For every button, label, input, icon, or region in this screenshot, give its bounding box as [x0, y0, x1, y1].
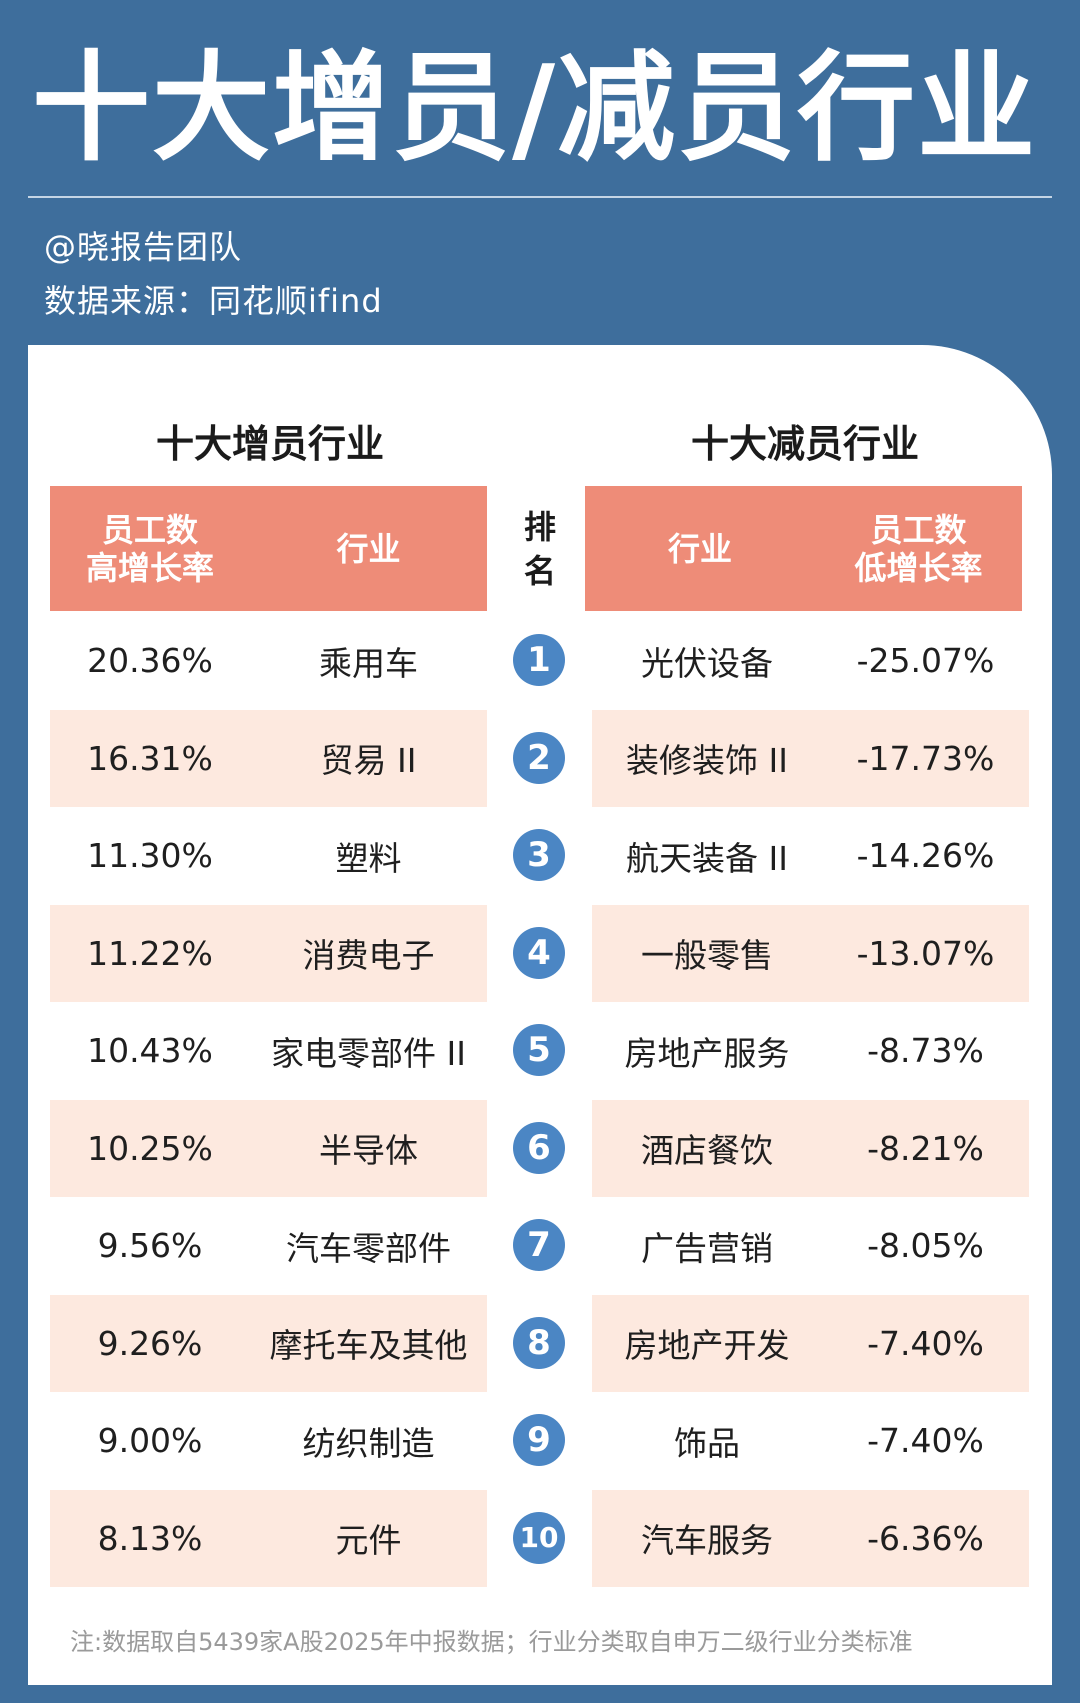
row-background-right — [592, 1489, 1029, 1587]
increase-rate-cell: 11.22% — [87, 933, 213, 973]
decrease-industry-cell: 饰品 — [674, 1423, 740, 1463]
increase-industry-cell: 元件 — [335, 1521, 402, 1560]
increase-industry-cell: 乘用车 — [319, 643, 418, 683]
row-background-left — [50, 1099, 487, 1197]
rank-header-line: 排 — [523, 508, 556, 546]
header-low-growth-rate: 员工数 低增长率 — [815, 486, 1022, 611]
table-row: 10.43% 家电零部件 II 房地产服务 -8.73% 5 — [0, 1002, 1080, 1099]
rank-badge: 10 — [513, 1511, 565, 1564]
row-background-left — [50, 1294, 487, 1392]
title-divider — [28, 196, 1052, 198]
decrease-table-header: 行业 员工数 低增长率 — [585, 486, 1022, 611]
decrease-industry-cell: 航天装备 II — [626, 838, 788, 878]
rank-badge: 1 — [513, 634, 565, 686]
rank-header: 排 名 — [515, 505, 565, 593]
increase-rate-cell: 10.43% — [87, 1031, 213, 1070]
decrease-rate-cell: -8.21% — [867, 1128, 984, 1168]
row-background-left — [50, 709, 487, 807]
row-background-right — [592, 1099, 1029, 1197]
decrease-rate-cell: -8.73% — [867, 1031, 984, 1070]
table-row: 20.36% 乘用车 光伏设备 -25.07% 1 — [0, 612, 1080, 709]
rank-badge: 3 — [513, 829, 565, 881]
decrease-industry-cell: 房地产开发 — [624, 1326, 790, 1365]
rank-header-line: 名 — [523, 552, 556, 590]
row-background-left — [50, 904, 487, 1002]
decrease-industry-cell: 一般零售 — [641, 936, 773, 975]
increase-industry-cell: 塑料 — [335, 838, 402, 878]
header-industry: 行业 — [667, 529, 732, 568]
decrease-rate-cell: -25.07% — [856, 641, 995, 680]
table-row: 8.13% 元件 汽车服务 -6.36% 10 — [0, 1489, 1080, 1587]
rank-badge: 7 — [513, 1219, 565, 1271]
decrease-rate-cell: -13.07% — [856, 933, 995, 973]
decrease-industry-cell: 光伏设备 — [641, 643, 773, 683]
header-line: 低增长率 — [854, 548, 983, 587]
header-line: 高增长率 — [85, 548, 214, 587]
increase-industry-cell: 消费电子 — [302, 936, 435, 975]
increase-table-header: 员工数 高增长率 行业 — [50, 486, 487, 611]
rank-badge: 5 — [513, 1024, 565, 1076]
header-line: 员工数 — [870, 510, 967, 549]
table-row: 11.22% 消费电子 一般零售 -13.07% 4 — [0, 904, 1080, 1002]
rank-badge: 8 — [513, 1316, 565, 1369]
header-industry: 行业 — [336, 529, 401, 568]
decrease-rate-cell: -7.40% — [867, 1421, 984, 1460]
header-high-growth-rate: 员工数 高增长率 — [50, 486, 250, 611]
rank-badge: 9 — [513, 1414, 565, 1466]
table-row: 9.26% 摩托车及其他 房地产开发 -7.40% 8 — [0, 1294, 1080, 1392]
decrease-rate-cell: -6.36% — [867, 1518, 984, 1558]
row-background-left — [50, 1489, 487, 1587]
increase-rate-cell: 9.56% — [97, 1226, 203, 1265]
table-row: 9.00% 纺织制造 饰品 -7.40% 9 — [0, 1392, 1080, 1489]
decrease-industry-cell: 广告营销 — [641, 1228, 773, 1268]
decrease-section-title: 十大减员行业 — [690, 422, 919, 466]
header-line: 员工数 — [101, 510, 198, 549]
increase-rate-cell: 8.13% — [97, 1518, 203, 1558]
table-row: 16.31% 贸易 II 装修装饰 II -17.73% 2 — [0, 709, 1080, 807]
increase-industry-cell: 汽车零部件 — [286, 1228, 451, 1268]
increase-rate-cell: 9.00% — [97, 1421, 203, 1460]
row-background-right — [592, 904, 1029, 1002]
rank-badge: 4 — [513, 926, 565, 979]
rank-badge: 6 — [513, 1121, 565, 1174]
increase-section-title: 十大增员行业 — [155, 422, 384, 466]
increase-rate-cell: 11.30% — [87, 836, 213, 875]
table-row: 11.30% 塑料 航天装备 II -14.26% 3 — [0, 807, 1080, 904]
table-row: 9.56% 汽车零部件 广告营销 -8.05% 7 — [0, 1197, 1080, 1294]
decrease-rate-cell: -7.40% — [867, 1323, 984, 1363]
decrease-rate-cell: -17.73% — [856, 738, 995, 778]
page-title: 十大增员/减员行业 — [32, 39, 1038, 177]
increase-rate-cell: 16.31% — [87, 738, 213, 778]
increase-rate-cell: 10.25% — [87, 1128, 213, 1168]
table-row: 10.25% 半导体 酒店餐饮 -8.21% 6 — [0, 1099, 1080, 1197]
decrease-rate-cell: -8.05% — [867, 1226, 984, 1265]
increase-industry-cell: 半导体 — [319, 1131, 418, 1170]
increase-industry-cell: 家电零部件 II — [271, 1033, 466, 1073]
decrease-industry-cell: 汽车服务 — [641, 1521, 773, 1560]
source-label: 数据来源：同花顺ifind — [44, 282, 383, 320]
footnote: 注:数据取自5439家A股2025年中报数据；行业分类取自申万二级行业分类标准 — [70, 1628, 913, 1656]
increase-industry-cell: 摩托车及其他 — [269, 1326, 468, 1365]
increase-industry-cell: 贸易 II — [320, 741, 417, 780]
row-background-right — [592, 709, 1029, 807]
increase-industry-cell: 纺织制造 — [302, 1423, 435, 1463]
author-label: @晓报告团队 — [44, 228, 243, 266]
decrease-industry-cell: 酒店餐饮 — [641, 1131, 773, 1170]
decrease-industry-cell: 房地产服务 — [624, 1033, 790, 1073]
decrease-industry-cell: 装修装饰 II — [626, 741, 788, 780]
decrease-rate-cell: -14.26% — [856, 836, 995, 875]
row-background-right — [592, 1294, 1029, 1392]
increase-rate-cell: 20.36% — [87, 641, 213, 680]
increase-rate-cell: 9.26% — [97, 1323, 203, 1363]
rank-badge: 2 — [513, 731, 565, 784]
